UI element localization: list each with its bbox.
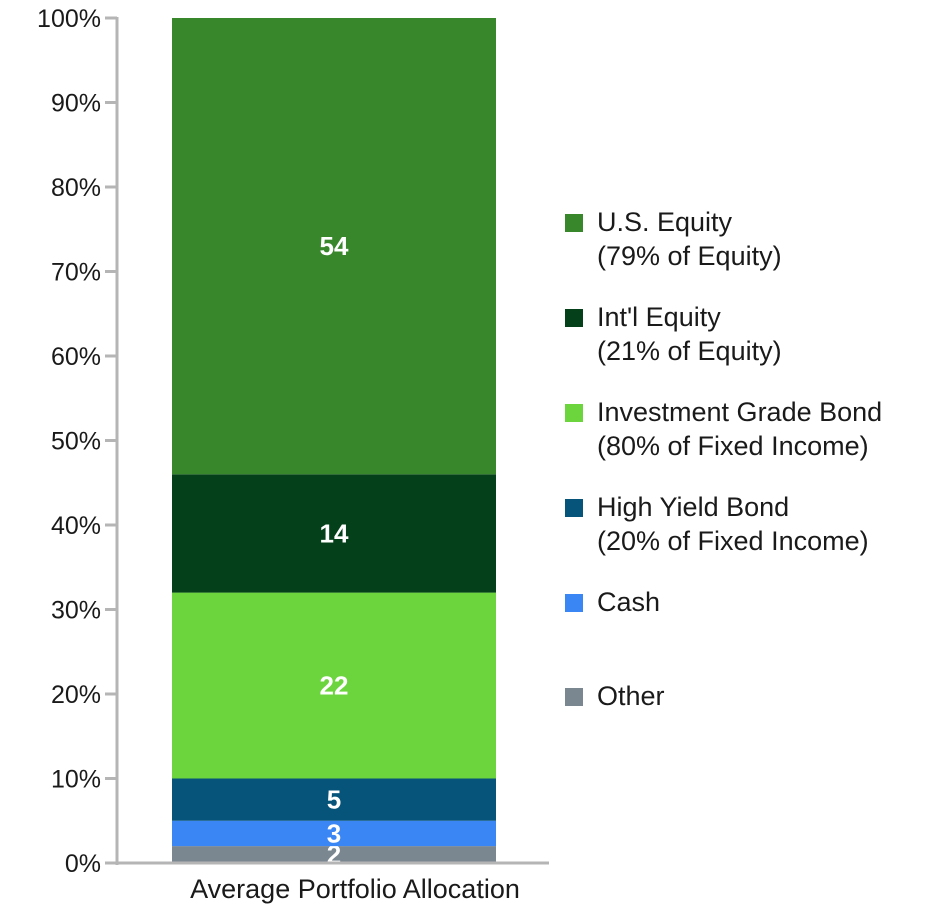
y-tick-label: 50% <box>51 428 101 456</box>
y-tick-label: 100% <box>37 5 101 33</box>
legend-label: Int'l Equity <box>597 302 721 332</box>
legend-item: U.S. Equity (79% of Equity) <box>565 205 935 273</box>
legend-swatch <box>565 594 583 612</box>
y-axis: 0% 10% 20% 30% 40% 50% 60% 70% 80% 90% 100% <box>37 5 119 878</box>
y-tick-label: 40% <box>51 512 101 540</box>
y-tick-label: 80% <box>51 174 101 202</box>
legend-item: Int'l Equity (21% of Equity) <box>565 300 935 368</box>
legend-note: (21% of Equity) <box>597 336 782 366</box>
bar-segment-label: 5 <box>327 785 341 815</box>
legend-label: Investment Grade Bond <box>597 397 883 427</box>
y-tick-label: 60% <box>51 343 101 371</box>
legend-label: Other <box>597 681 665 711</box>
bar-segment-label: 22 <box>320 671 349 701</box>
y-tick-label: 0% <box>65 850 101 878</box>
legend-item: Investment Grade Bond (80% of Fixed Incom… <box>565 395 935 463</box>
bar-segment <box>172 474 496 593</box>
legend-swatch <box>565 499 583 517</box>
bar-segment-label: 14 <box>320 518 349 548</box>
bar-segment-label: 54 <box>320 231 349 261</box>
bar-segment <box>172 778 496 821</box>
bar-segment <box>172 592 496 779</box>
y-tick-label: 10% <box>51 766 101 794</box>
bar-segment <box>172 846 496 863</box>
bar-segment-label: 3 <box>327 818 341 848</box>
x-category-label: Average Portfolio Allocation <box>190 874 520 904</box>
y-tick-label: 70% <box>51 259 101 287</box>
bar-segment <box>172 820 496 847</box>
legend-swatch <box>565 309 583 327</box>
legend-label: High Yield Bond <box>597 492 790 522</box>
legend-item: High Yield Bond (20% of Fixed Income) <box>565 490 935 558</box>
x-axis: Average Portfolio Allocation <box>115 861 549 904</box>
legend: U.S. Equity (79% of Equity) Int'l Equity (2… <box>565 205 935 713</box>
legend-label: U.S. Equity <box>597 207 733 237</box>
y-tick-label: 20% <box>51 681 101 709</box>
legend-note: (79% of Equity) <box>597 241 782 271</box>
legend-note: (20% of Fixed Income) <box>597 526 869 556</box>
legend-swatch <box>565 404 583 422</box>
bar-segment <box>172 18 496 475</box>
legend-note: (80% of Fixed Income) <box>597 431 869 461</box>
legend-item: Cash <box>565 585 935 619</box>
y-tick-label: 90% <box>51 90 101 118</box>
y-tick-label: 30% <box>51 597 101 625</box>
legend-label: Cash <box>597 587 661 617</box>
legend-item: Other <box>565 679 935 713</box>
legend-swatch <box>565 214 583 232</box>
legend-swatch <box>565 688 583 706</box>
